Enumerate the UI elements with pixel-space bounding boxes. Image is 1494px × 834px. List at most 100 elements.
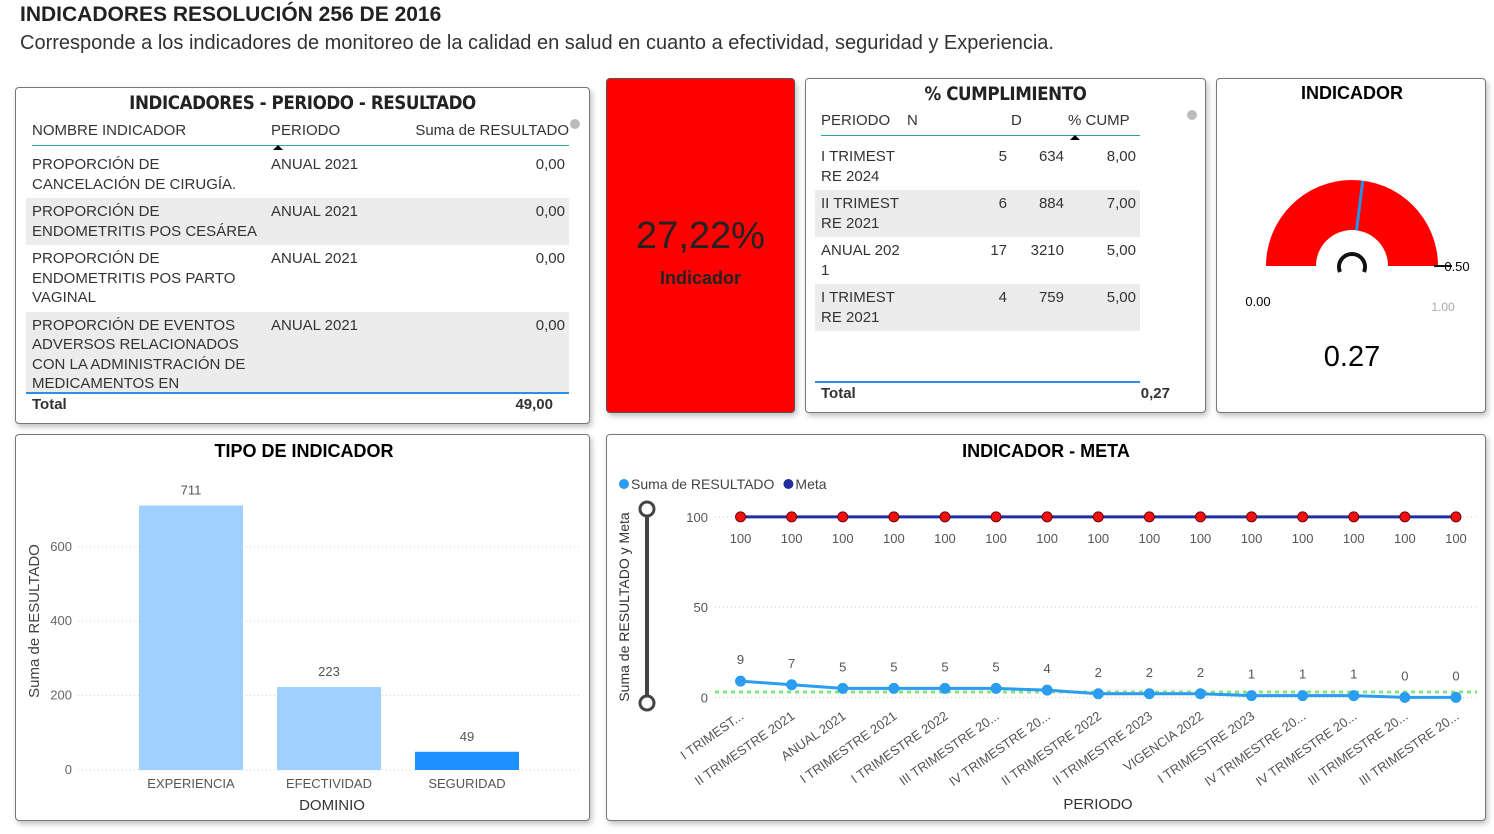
page-subtitle: Corresponde a los indicadores de monitor… [20, 32, 1054, 54]
column-header: Suma de RESULTADO [415, 122, 569, 139]
data-label: 100 [1087, 531, 1109, 546]
chart-title: INDICADOR - META [962, 441, 1130, 461]
y-tick-label: 200 [50, 688, 72, 703]
gauge-needle [1355, 180, 1365, 231]
point [1399, 511, 1411, 523]
y-axis-title: Suma de RESULTADO [26, 544, 43, 698]
table-cell: 6 [998, 195, 1007, 212]
point [1041, 684, 1053, 696]
data-label: 0 [1401, 668, 1408, 683]
table-body: I TRIMESTRE 2024 5 634 8,00 II TRIMESTRE 202… [815, 143, 1140, 383]
point [1143, 688, 1155, 700]
data-label: 100 [781, 531, 803, 546]
data-label: 7 [788, 656, 795, 671]
gauge-min-label: 0.00 [1245, 294, 1270, 309]
point [939, 682, 951, 694]
table-cell: 17 [990, 242, 1007, 259]
x-axis-title: PERIODO [1063, 796, 1132, 813]
data-label: 100 [1138, 531, 1160, 546]
table-row: II TRIMESTRE 2021 6 884 7,00 [815, 190, 1140, 237]
point [1450, 691, 1462, 703]
table-cell: 4 [998, 289, 1007, 306]
point [786, 511, 798, 523]
point [1450, 511, 1462, 523]
point [735, 675, 747, 687]
data-label: 100 [934, 531, 956, 546]
table-total: Total 49,00 [32, 395, 553, 415]
table-cell: ANUAL 2021 [271, 203, 358, 220]
y-tick-label: 400 [50, 613, 72, 628]
table-row: PROPORCIÓN DE EVENTOS ADVERSOS RELACIONA… [26, 311, 569, 393]
point [1194, 511, 1206, 523]
point [837, 682, 849, 694]
table-card: INDICADORES - PERIODO - RESULTADO NOMBRE… [15, 87, 590, 424]
column-header: N [907, 112, 918, 129]
bar-chart: TIPO DE INDICADOR Suma de RESULTADO DOMINI… [26, 441, 582, 814]
data-label: 1 [1350, 667, 1357, 682]
y-tick-label: 0 [701, 690, 708, 705]
table-cell: 0,00 [535, 156, 565, 173]
table-cell: PROPORCIÓN DE EVENTOS ADVERSOS RELACIONA… [32, 316, 246, 393]
legend-dot [783, 479, 794, 489]
line-card: INDICADOR - META Suma de RESULTADO y Meta… [606, 434, 1486, 821]
table-cell: II TRIMESTRE 2021 [821, 195, 900, 232]
table-cell: 5,00 [1106, 242, 1136, 259]
data-label: 223 [318, 664, 340, 679]
slider-handle [638, 500, 656, 518]
data-label: 5 [890, 659, 897, 674]
y-tick-label: 50 [694, 600, 708, 615]
point [990, 682, 1002, 694]
x-tick-label: SEGURIDAD [428, 776, 505, 791]
table-cell: 0,00 [535, 203, 565, 220]
table-header: PERIODO N D % CUMP [821, 111, 1140, 140]
table-row: ANUAL 2021 17 3210 5,00 [815, 237, 1140, 284]
kpi-card: 27,22% Indicador [606, 78, 795, 413]
legend-dot [619, 479, 629, 489]
point [1041, 511, 1053, 523]
bar [415, 751, 519, 770]
data-label: 4 [1044, 661, 1051, 676]
gauge-max-label: 0.50 [1444, 259, 1469, 274]
column-header: PERIODO [271, 121, 391, 150]
point [1143, 511, 1155, 523]
table-cell: I TRIMESTRE 2021 [821, 289, 895, 326]
data-label: 711 [181, 483, 202, 498]
table-cell: ANUAL 2021 [271, 316, 358, 334]
data-label: 2 [1197, 665, 1204, 680]
column-header: NOMBRE INDICADOR [32, 122, 187, 139]
table-cell: PROPORCIÓN DE CANCELACIÓN DE CIRUGÍA. [32, 156, 237, 193]
table-title: INDICADORES - PERIODO - RESULTADO [129, 92, 476, 114]
sort-arrow [273, 144, 283, 150]
table-cell: 3210 [1030, 242, 1064, 259]
point [837, 511, 849, 523]
sort-arrow [1070, 134, 1080, 140]
point [1246, 690, 1258, 702]
table-row: I TRIMESTRE 2021 4 759 5,00 [815, 284, 1140, 331]
gauge-band [1266, 180, 1438, 266]
column-header: PERIODO [821, 112, 891, 129]
data-label: 2 [1146, 665, 1153, 680]
data-label: 49 [460, 729, 474, 744]
kpi-value: 27,22% [636, 215, 765, 257]
table-cell: 759 [1038, 289, 1064, 306]
total-cell: Total [821, 385, 856, 402]
point [939, 511, 951, 523]
y-tick-label: 0 [65, 762, 72, 777]
point [1092, 688, 1104, 700]
line-chart: INDICADOR - META Suma de RESULTADO y Meta… [616, 441, 1477, 813]
table-cell: PROPORCIÓN DE ENDOMETRITIS POS PARTO VAG… [32, 250, 236, 306]
data-label: 5 [992, 659, 999, 674]
data-label: 5 [839, 659, 846, 674]
table-cell: I TRIMESTRE 2024 [821, 148, 895, 185]
bar [277, 687, 381, 770]
table-title: % CUMPLIMIENTO [924, 83, 1087, 105]
x-axis-title: DOMINIO [299, 797, 365, 814]
data-label: 2 [1095, 665, 1102, 680]
total-cell: 0,27 [1140, 385, 1170, 402]
total-cell: 49,00 [515, 396, 553, 413]
data-label: 100 [730, 531, 752, 546]
y-tick-label: 600 [50, 539, 72, 554]
chart-title: TIPO DE INDICADOR [214, 441, 393, 461]
point [1246, 511, 1258, 523]
table-cell: 5 [998, 148, 1007, 165]
